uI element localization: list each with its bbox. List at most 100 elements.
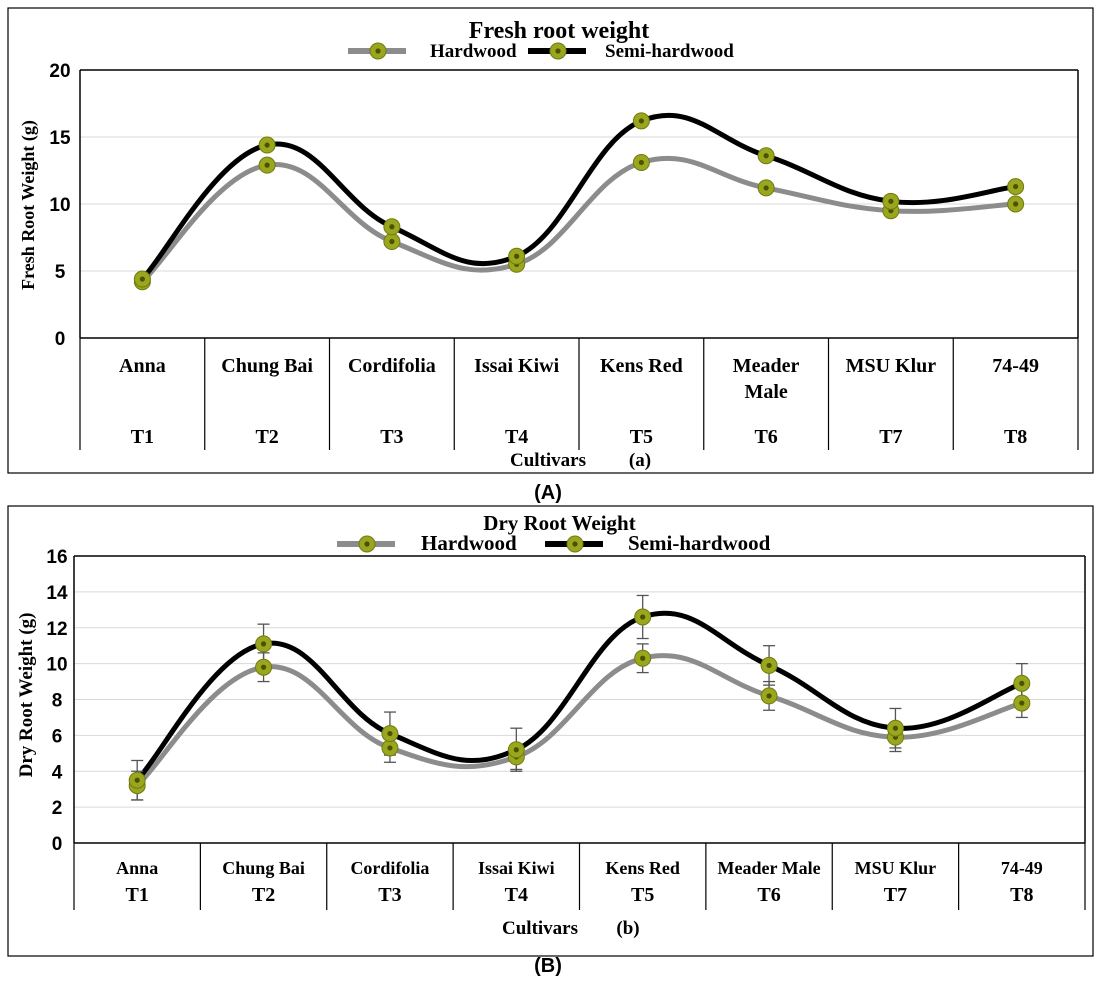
x-treatment-label: T2: [255, 426, 278, 448]
x-axis: Anna T1 Chung Bai T2 Cordifolia T3 Issai Kiwi T…: [73, 842, 1086, 910]
data-point-hardwood: [383, 233, 401, 251]
data-points: [128, 608, 1031, 795]
x-treatment-label: T6: [754, 426, 777, 448]
y-tick-label: 4: [52, 762, 63, 783]
panel-label: (A): [534, 482, 562, 504]
y-tick-label: 0: [52, 834, 63, 855]
x-category-label: Cordifolia: [348, 355, 436, 377]
x-category-label: MSU Klur: [846, 355, 937, 377]
x-category-label: Meader Male: [718, 858, 821, 878]
y-tick-label: 2: [52, 798, 63, 819]
data-point-semi-hardwood: [632, 112, 650, 130]
x-category-label: 74-49: [992, 355, 1039, 377]
series-line-hardwood: [139, 155, 1019, 285]
x-treatment-label: T3: [378, 884, 401, 906]
data-point-hardwood: [757, 179, 775, 197]
legend-marker: [369, 42, 387, 60]
y-tick-label: 10: [49, 195, 70, 216]
data-point-semi-hardwood-core: [387, 730, 393, 737]
data-point-hardwood-core: [638, 159, 644, 166]
x-axis-label: Cultivars: [510, 450, 586, 471]
x-treatment-label: T7: [884, 884, 907, 906]
y-axis-label: Fresh Root Weight (g): [18, 120, 39, 290]
data-point-hardwood: [632, 153, 650, 171]
legend: Hardwood Semi-hardwood: [337, 531, 771, 555]
x-treatment-label: T6: [757, 884, 780, 906]
data-point-semi-hardwood: [634, 608, 652, 626]
x-axis-note: (b): [616, 918, 639, 939]
data-point-semi-hardwood-core: [638, 118, 644, 124]
chart-frame: [7, 7, 1094, 474]
data-point-semi-hardwood: [508, 247, 526, 265]
data-point-semi-hardwood-core: [514, 253, 520, 259]
data-point-hardwood: [634, 649, 652, 667]
data-point-semi-hardwood-core: [134, 777, 140, 783]
x-treatment-label: T8: [1004, 426, 1027, 448]
data-point-hardwood-core: [389, 238, 395, 245]
data-point-hardwood: [258, 156, 276, 174]
data-point-hardwood: [760, 687, 778, 705]
chart-a: 0 5 10 15 20 Anna T1 Chung Bai T2 Cordifolia T3 Iss…: [7, 7, 1094, 474]
x-category-label-line: Male: [744, 381, 787, 403]
data-point-semi-hardwood-core: [763, 153, 769, 159]
y-tick-label: 16: [46, 547, 67, 568]
data-point-semi-hardwood-core: [640, 614, 646, 620]
data-point-semi-hardwood: [886, 719, 904, 737]
data-point-semi-hardwood: [507, 741, 525, 759]
x-treatment-label: T4: [505, 426, 528, 448]
y-tick-label: 12: [46, 619, 67, 640]
legend-marker-core: [375, 48, 381, 54]
data-point-hardwood-core: [763, 185, 769, 191]
y-tick-label: 20: [49, 61, 70, 82]
data-point-hardwood-core: [264, 162, 270, 168]
x-category-label: Kens Red: [605, 858, 680, 878]
data-point-hardwood: [1007, 195, 1025, 213]
x-treatment-label: T7: [879, 426, 902, 448]
chart-title: Fresh root weight: [469, 18, 649, 44]
legend-marker-core: [572, 541, 578, 547]
legend-marker: [566, 535, 584, 553]
x-category-label: Kens Red: [600, 355, 683, 377]
chart-title: Dry Root Weight: [483, 511, 635, 535]
data-point-semi-hardwood-core: [1013, 183, 1019, 190]
y-axis: 0 2 4 6 8 10 12 14 16: [46, 547, 1085, 855]
x-treatment-label: T4: [505, 884, 528, 906]
data-point-hardwood-core: [640, 655, 646, 661]
data-point-semi-hardwood-core: [264, 142, 270, 148]
chart-b: 0 2 4 6 8 10 12 14 16 Anna T1 Chung Bai T2 Cordifolia…: [7, 505, 1094, 957]
data-point-semi-hardwood-core: [139, 276, 145, 282]
x-category-label: Issai Kiwi: [474, 355, 559, 377]
legend-marker: [358, 535, 376, 553]
data-point-semi-hardwood: [882, 192, 900, 210]
y-tick-label: 5: [55, 262, 66, 283]
data-point-semi-hardwood: [255, 635, 273, 653]
data-point-hardwood: [381, 739, 399, 757]
x-treatment-label: T1: [126, 884, 149, 906]
data-point-semi-hardwood: [133, 270, 151, 288]
error-bars: [131, 594, 1028, 801]
y-axis-label: Dry Root Weight (g): [16, 613, 37, 778]
series-line-hardwood: [134, 653, 1025, 789]
data-points: [133, 112, 1025, 291]
y-tick-label: 14: [46, 583, 68, 604]
x-category-label: Meader Male: [733, 355, 800, 403]
data-point-semi-hardwood: [383, 218, 401, 236]
data-point-hardwood-core: [1019, 700, 1025, 706]
data-point-semi-hardwood: [381, 725, 399, 743]
y-tick-label: 6: [52, 726, 63, 747]
data-point-semi-hardwood: [1007, 178, 1025, 196]
data-point-semi-hardwood-core: [389, 224, 395, 230]
data-point-hardwood-core: [1013, 201, 1019, 207]
x-treatment-label: T8: [1010, 884, 1033, 906]
x-category-label: Cordifolia: [350, 858, 429, 878]
x-treatment-label: T2: [252, 884, 275, 906]
legend-label: Hardwood: [430, 41, 517, 62]
data-point-semi-hardwood-core: [1019, 680, 1025, 686]
data-point-semi-hardwood: [757, 147, 775, 165]
x-axis-label: Cultivars: [502, 918, 578, 939]
legend: Hardwood Semi-hardwood: [348, 41, 734, 62]
panel-label: (B): [534, 955, 562, 977]
legend-label: Hardwood: [421, 531, 517, 555]
data-point-semi-hardwood: [760, 656, 778, 674]
